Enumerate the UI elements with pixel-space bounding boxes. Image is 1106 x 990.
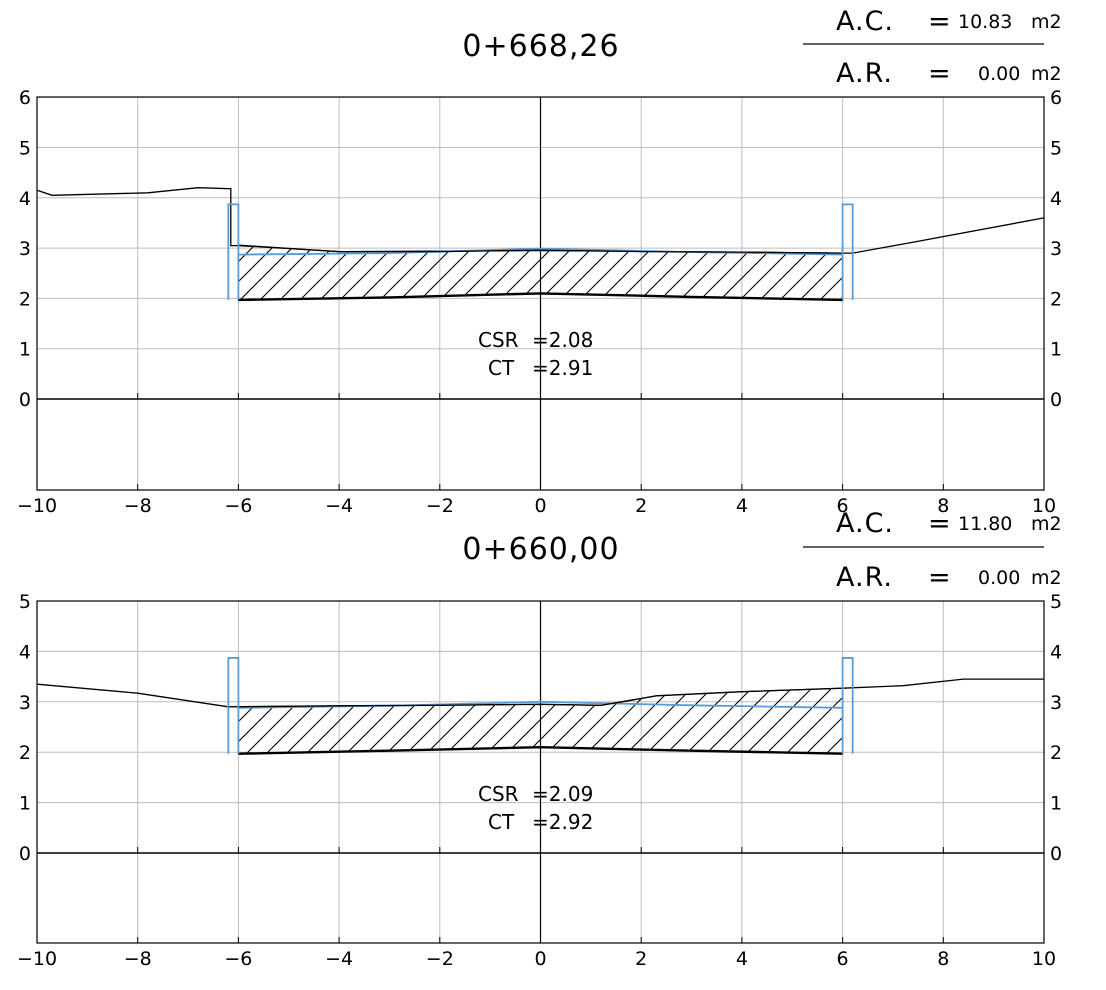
x-tick-label: −6 — [224, 948, 252, 970]
x-tick-label: −8 — [124, 495, 152, 517]
section-2-ar-value: 0.00 — [978, 567, 1020, 589]
x-tick-label: −2 — [426, 948, 454, 970]
section-1-ct-value: =2.91 — [532, 356, 593, 380]
x-tick-label: −10 — [17, 948, 57, 970]
section-2-station-title: 0+660,00 — [462, 532, 619, 567]
y-tick-label-right: 4 — [1050, 641, 1062, 663]
y-tick-label-right: 0 — [1050, 843, 1062, 865]
section-2-csr-value: =2.09 — [532, 782, 593, 806]
section-1-csr-label: CSR — [478, 328, 519, 352]
y-tick-label-left: 5 — [19, 591, 31, 613]
y-tick-label-right: 5 — [1050, 138, 1062, 160]
y-tick-label-left: 3 — [19, 238, 31, 260]
y-tick-label-right: 1 — [1050, 339, 1062, 361]
section-1-ac-value: 10.83 — [958, 11, 1012, 33]
section-2-ac-value: 11.80 — [958, 513, 1012, 535]
y-tick-label-left: 0 — [19, 389, 31, 411]
x-tick-label: −4 — [325, 948, 353, 970]
section-2-ct-value: =2.92 — [532, 810, 593, 834]
section-2-ar-label: A.R. — [836, 562, 893, 593]
y-tick-label-left: 1 — [19, 793, 31, 815]
section-1-station-title: 0+668,26 — [462, 29, 619, 64]
curb-left — [227, 657, 240, 754]
y-tick-label-left: 2 — [19, 288, 31, 310]
x-tick-label: 0 — [534, 495, 546, 517]
x-tick-label: 4 — [736, 495, 748, 517]
x-tick-label: 0 — [534, 948, 546, 970]
y-tick-label-left: 4 — [19, 641, 31, 663]
y-tick-label-right: 3 — [1050, 238, 1062, 260]
curb-left — [227, 203, 240, 300]
y-tick-label-right: 4 — [1050, 188, 1062, 210]
x-tick-label: −10 — [17, 495, 57, 517]
x-tick-label: −2 — [426, 495, 454, 517]
y-tick-label-right: 6 — [1050, 87, 1062, 109]
curb-right — [841, 657, 854, 754]
subgrade-line — [238, 745, 843, 755]
y-tick-label-left: 3 — [19, 692, 31, 714]
y-tick-label-left: 0 — [19, 843, 31, 865]
section-2-ar-equals: = — [928, 562, 952, 593]
section-1-ac-equals: = — [928, 6, 952, 37]
x-tick-label: 2 — [635, 948, 647, 970]
x-tick-label: 8 — [937, 948, 949, 970]
y-tick-label-right: 2 — [1050, 742, 1062, 764]
x-tick-label: 10 — [1032, 495, 1056, 517]
section-2-ac-unit: m2 — [1031, 513, 1062, 535]
section-2-ac-label: A.C. — [836, 508, 894, 539]
subgrade-line — [238, 292, 843, 302]
y-tick-label-left: 5 — [19, 138, 31, 160]
x-tick-label: 6 — [837, 495, 849, 517]
section-2-plot: −10 −8 −6 −4 −2 0 2 4 6 8 10 0 0 1 1 2 2 3 3 4 4 5 5 — [17, 591, 1062, 970]
curb-right — [841, 203, 854, 300]
terrain-line — [36, 678, 1044, 708]
section-1-ac-label: A.C. — [836, 6, 894, 37]
y-tick-label-left: 4 — [19, 188, 31, 210]
x-tick-label: 6 — [837, 948, 849, 970]
y-tick-label-left: 6 — [19, 87, 31, 109]
y-tick-label-right: 2 — [1050, 288, 1062, 310]
section-1-ct-label: CT — [488, 356, 515, 380]
section-2: 0+660,00 A.C. = 11.80 m2 A.R. = 0.00 m2 … — [17, 508, 1062, 970]
section-1-ar-equals: = — [928, 58, 952, 89]
section-2-ct-label: CT — [488, 810, 515, 834]
y-tick-label-left: 2 — [19, 742, 31, 764]
section-2-ac-equals: = — [928, 508, 952, 539]
x-tick-label: 4 — [736, 948, 748, 970]
section-1: 0+668,26 A.C. = 10.83 m2 A.R. = 0.00 m2 … — [17, 6, 1062, 517]
terrain-line — [36, 187, 1045, 254]
x-tick-label: −4 — [325, 495, 353, 517]
x-tick-label: −8 — [124, 948, 152, 970]
section-1-csr-value: =2.08 — [532, 328, 593, 352]
section-1-ar-label: A.R. — [836, 58, 893, 89]
design-surface-line — [238, 700, 843, 709]
y-tick-label-right: 5 — [1050, 591, 1062, 613]
section-1-ar-value: 0.00 — [978, 63, 1020, 85]
y-tick-label-right: 1 — [1050, 793, 1062, 815]
x-tick-label: 2 — [635, 495, 647, 517]
section-1-plot: −10 −8 −6 −4 −2 0 2 4 6 8 10 0 0 1 1 2 2 3 3 4 4 5 5 6 6 — [17, 87, 1062, 517]
x-tick-label: −6 — [224, 495, 252, 517]
section-2-csr-label: CSR — [478, 782, 519, 806]
section-1-ar-unit: m2 — [1031, 63, 1062, 85]
design-surface-line — [238, 247, 843, 256]
section-2-ar-unit: m2 — [1031, 567, 1062, 589]
y-tick-label-left: 1 — [19, 339, 31, 361]
y-tick-label-right: 3 — [1050, 692, 1062, 714]
section-1-ac-unit: m2 — [1031, 11, 1062, 33]
x-tick-label: 8 — [937, 495, 949, 517]
x-tick-label: 10 — [1032, 948, 1056, 970]
y-tick-label-right: 0 — [1050, 389, 1062, 411]
